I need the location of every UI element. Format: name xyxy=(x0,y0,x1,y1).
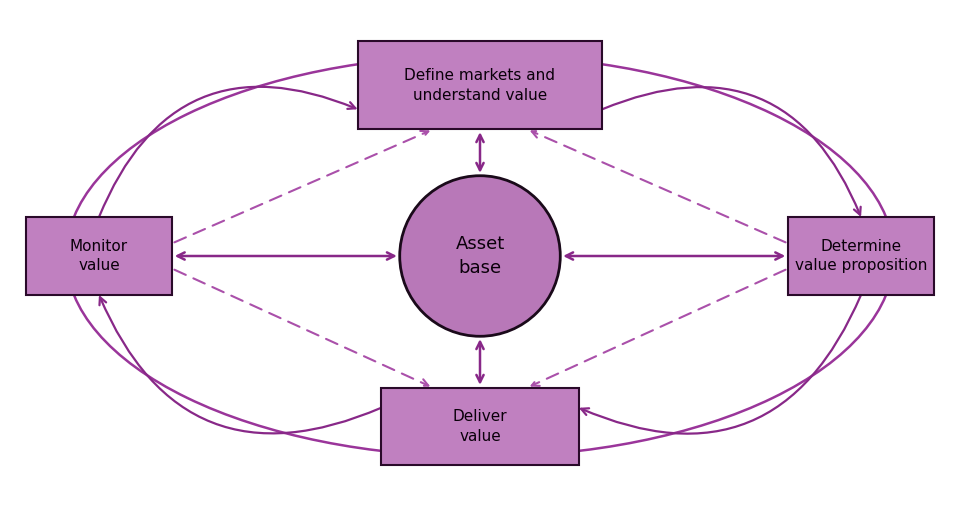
FancyBboxPatch shape xyxy=(26,217,172,295)
Text: Define markets and
understand value: Define markets and understand value xyxy=(404,68,556,103)
Ellipse shape xyxy=(399,176,561,336)
FancyBboxPatch shape xyxy=(788,217,934,295)
Text: Determine
value proposition: Determine value proposition xyxy=(795,239,927,273)
Text: Asset
base: Asset base xyxy=(455,235,505,277)
FancyArrowPatch shape xyxy=(532,270,785,386)
Text: Deliver
value: Deliver value xyxy=(453,409,507,444)
FancyArrowPatch shape xyxy=(175,270,428,386)
FancyArrowPatch shape xyxy=(175,131,428,242)
FancyArrowPatch shape xyxy=(178,252,395,260)
FancyBboxPatch shape xyxy=(381,388,579,465)
FancyArrowPatch shape xyxy=(532,131,785,242)
FancyArrowPatch shape xyxy=(565,252,782,260)
FancyArrowPatch shape xyxy=(476,135,484,170)
Text: Monitor
value: Monitor value xyxy=(70,239,128,273)
FancyBboxPatch shape xyxy=(358,41,602,130)
FancyArrowPatch shape xyxy=(476,342,484,382)
